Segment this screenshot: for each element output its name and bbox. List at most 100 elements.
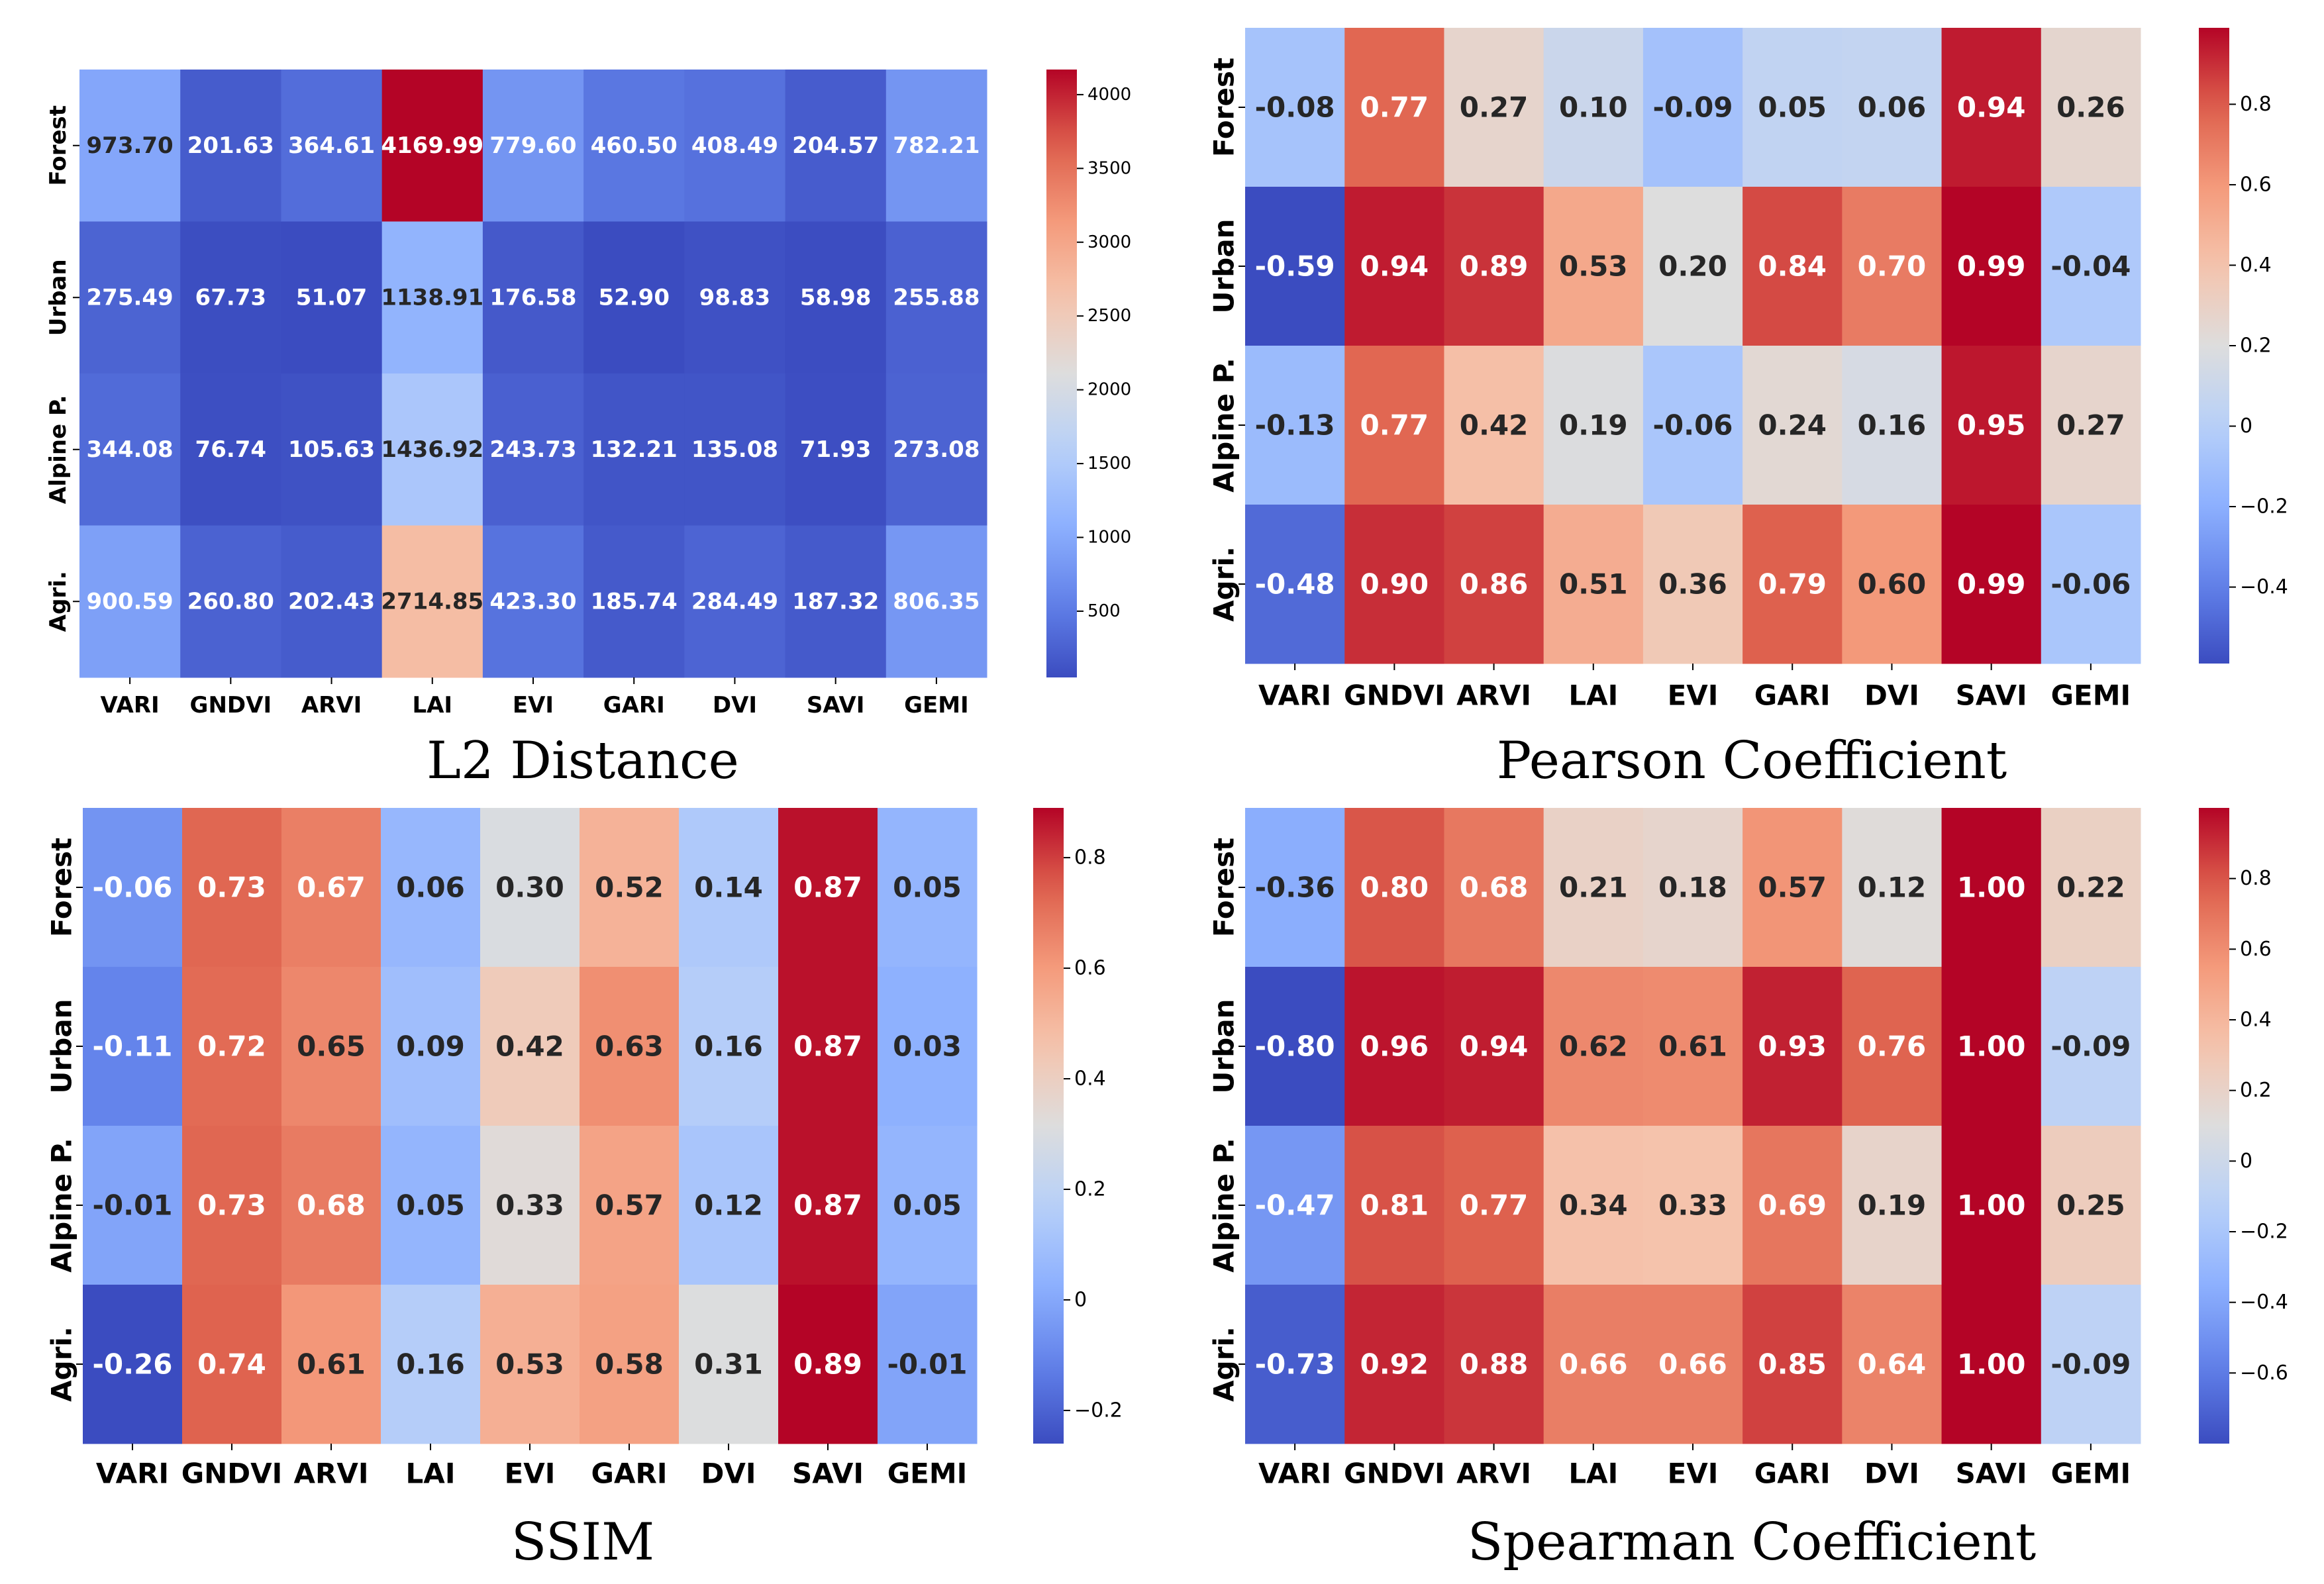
- heatmap-cell: [1743, 346, 1843, 505]
- cell-value-label: -0.06: [92, 871, 172, 904]
- heatmap-cell: [878, 1126, 978, 1285]
- cell-value-label: 201.63: [187, 132, 274, 159]
- x-tick-label: GEMI: [2051, 1458, 2131, 1490]
- x-tick-label: LAI: [412, 692, 452, 718]
- cell-value-label: 0.86: [1460, 568, 1529, 601]
- cell-value-label: 0.09: [396, 1030, 465, 1063]
- heatmap-cell: [1543, 967, 1644, 1126]
- y-tick-label: Forest: [45, 105, 72, 186]
- heatmap-cell: [1444, 346, 1544, 505]
- colorbar: [1033, 808, 1064, 1444]
- cell-value-label: 0.20: [1658, 250, 1727, 283]
- cell-value-label: 0.94: [1957, 91, 2026, 124]
- cell-value-label: 1.00: [1957, 871, 2026, 904]
- cell-value-label: 408.49: [691, 132, 778, 159]
- heatmap-cell: [1941, 28, 2042, 187]
- cell-value-label: 0.27: [1460, 91, 1529, 124]
- x-tick-label: GNDVI: [190, 692, 272, 718]
- colorbar-tick-label: −0.4: [2240, 1291, 2288, 1314]
- x-tick-label: SAVI: [1956, 679, 2027, 712]
- heatmap-cell: [1444, 1285, 1544, 1444]
- heatmap-cell: [381, 1285, 481, 1444]
- heatmap-cell: [1842, 28, 1943, 187]
- heatmap-cell: [778, 1285, 878, 1444]
- heatmap-cell: [1941, 187, 2042, 346]
- x-tick-label: EVI: [505, 1458, 556, 1490]
- heatmap-cell: [2041, 808, 2141, 967]
- cell-value-label: 0.60: [1858, 568, 1927, 601]
- cell-value-label: 0.63: [595, 1030, 664, 1063]
- heatmap-cell: [1245, 187, 1345, 346]
- heatmap-cell: [679, 808, 779, 967]
- heatmap-cell: [1941, 346, 2042, 505]
- x-tick-label: GNDVI: [1344, 1458, 1445, 1490]
- heatmap-cell: [785, 525, 887, 678]
- colorbar-tick-label: 1000: [1087, 528, 1131, 548]
- heatmap-cell: [1941, 967, 2042, 1126]
- chart-title: L2 Distance: [427, 731, 739, 791]
- heatmap-cell: [482, 70, 584, 222]
- cell-value-label: 0.16: [396, 1348, 465, 1381]
- heatmap-cell: [2041, 346, 2141, 505]
- cell-value-label: 0.16: [694, 1030, 763, 1063]
- colorbar-tick-label: 2000: [1087, 380, 1131, 400]
- heatmap-cell: [1842, 808, 1943, 967]
- colorbar-tick-label: 0.8: [1074, 846, 1106, 869]
- y-tick-label: Agri.: [1208, 1326, 1240, 1402]
- heatmap-cell: [180, 221, 281, 374]
- heatmap-cell: [1245, 1126, 1345, 1285]
- colorbar-tick-label: −0.6: [2240, 1361, 2288, 1385]
- heatmap-cell: [281, 1285, 381, 1444]
- cell-value-label: 0.57: [595, 1189, 664, 1222]
- heatmap-cell: [1245, 1285, 1345, 1444]
- heatmap-cell: [180, 70, 281, 222]
- cell-value-label: 1.00: [1957, 1189, 2026, 1222]
- heatmap-cell: [885, 373, 987, 526]
- cell-value-label: -0.04: [2050, 250, 2131, 283]
- colorbar-tick-label: 0.2: [1074, 1178, 1106, 1201]
- chart-title: Pearson Coefficient: [1497, 731, 2007, 791]
- cell-value-label: 0.18: [1658, 871, 1727, 904]
- heatmap-cell: [1842, 967, 1943, 1126]
- x-tick-label: VARI: [96, 1458, 169, 1490]
- cell-value-label: 0.87: [793, 1030, 862, 1063]
- y-tick-label: Alpine P.: [1208, 358, 1240, 492]
- heatmap-cell: [1444, 808, 1544, 967]
- x-tick-label: EVI: [1668, 679, 1719, 712]
- cell-value-label: -0.26: [92, 1348, 172, 1381]
- cell-value-label: 0.14: [694, 871, 763, 904]
- heatmap-cell: [79, 70, 181, 222]
- cell-value-label: 0.90: [1360, 568, 1429, 601]
- heatmap-cell: [1842, 505, 1943, 664]
- heatmap-cell: [2041, 1126, 2141, 1285]
- heatmap-cell: [878, 967, 978, 1126]
- x-tick-label: LAI: [1568, 679, 1618, 712]
- heatmap-cell: [381, 1126, 481, 1285]
- cell-value-label: 1.00: [1957, 1348, 2026, 1381]
- cell-value-label: 0.69: [1758, 1189, 1827, 1222]
- heatmap-cell: [878, 1285, 978, 1444]
- heatmap-cell: [1245, 28, 1345, 187]
- heatmap-cell: [281, 70, 383, 222]
- cell-value-label: 1.00: [1957, 1030, 2026, 1063]
- cell-value-label: 0.88: [1460, 1348, 1529, 1381]
- cell-value-label: 0.66: [1559, 1348, 1628, 1381]
- heatmap-cell: [885, 221, 987, 374]
- heatmap-cell: [785, 70, 887, 222]
- heatmap-cell: [381, 373, 483, 526]
- cell-value-label: 275.49: [87, 284, 174, 311]
- heatmap-cell: [1941, 808, 2042, 967]
- heatmap-cell: [1642, 808, 1743, 967]
- cell-value-label: 176.58: [489, 284, 576, 311]
- cell-value-label: -0.06: [1652, 409, 1733, 442]
- colorbar-tick-label: 0.6: [1074, 957, 1106, 980]
- cell-value-label: 0.64: [1858, 1348, 1927, 1381]
- colorbar-tick-label: −0.2: [2240, 1220, 2288, 1244]
- cell-value-label: 0.87: [793, 1189, 862, 1222]
- heatmap-cell: [83, 1285, 183, 1444]
- heatmap-cell: [684, 525, 786, 678]
- cell-value-label: 0.81: [1360, 1189, 1429, 1222]
- x-tick-label: LAI: [406, 1458, 456, 1490]
- heatmap-cell: [1245, 967, 1345, 1126]
- cell-value-label: 0.05: [893, 1189, 962, 1222]
